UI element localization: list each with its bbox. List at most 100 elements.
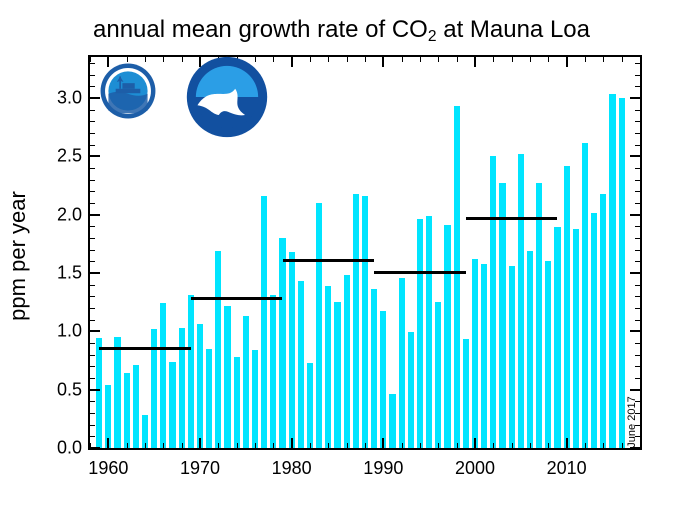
- axis-tick: [310, 57, 311, 62]
- bar: [554, 227, 560, 448]
- bar: [325, 286, 331, 448]
- bar: [426, 216, 432, 448]
- axis-tick: [635, 355, 640, 356]
- axis-tick: [90, 203, 95, 204]
- axis-tick: [90, 226, 95, 227]
- axis-tick: [530, 443, 531, 448]
- axis-tick: [402, 443, 403, 448]
- axis-tick: [420, 443, 421, 448]
- axis-tick: [90, 285, 95, 286]
- bar: [188, 295, 194, 448]
- bar: [435, 302, 441, 448]
- bar: [499, 183, 505, 448]
- bar: [399, 278, 405, 448]
- decade-mean-line: [99, 347, 191, 350]
- axis-tick: [635, 133, 640, 134]
- y-tick-label: 1.5: [57, 262, 82, 283]
- axis-tick: [402, 57, 403, 62]
- axis-tick: [635, 180, 640, 181]
- bar: [224, 306, 230, 448]
- axis-tick: [90, 378, 95, 379]
- axis-tick: [548, 57, 549, 62]
- bar: [371, 289, 377, 448]
- axis-tick: [640, 443, 641, 448]
- axis-tick: [291, 57, 293, 67]
- decade-mean-line: [191, 297, 283, 300]
- bar: [417, 219, 423, 448]
- axis-tick: [90, 168, 95, 169]
- axis-tick: [493, 443, 494, 448]
- axis-tick: [630, 155, 640, 157]
- axis-tick: [438, 57, 439, 62]
- axis-tick: [90, 250, 95, 251]
- axis-tick: [622, 57, 623, 62]
- chart-title: annual mean growth rate of CO2 at Mauna …: [0, 16, 683, 44]
- axis-tick: [530, 57, 531, 62]
- bar: [509, 266, 515, 448]
- x-tick-label: 1960: [88, 458, 128, 479]
- axis-tick: [90, 121, 95, 122]
- axis-tick: [90, 180, 95, 181]
- axis-tick: [635, 168, 640, 169]
- axis-tick: [90, 155, 100, 157]
- axis-tick: [635, 86, 640, 87]
- bar: [215, 251, 221, 448]
- axis-tick: [90, 355, 95, 356]
- bar: [619, 98, 625, 448]
- axis-tick: [630, 97, 640, 99]
- bar: [169, 362, 175, 448]
- axis-tick: [107, 438, 109, 448]
- bar: [197, 324, 203, 448]
- bar: [179, 328, 185, 448]
- axis-tick: [420, 57, 421, 62]
- x-tick-label: 1970: [180, 458, 220, 479]
- axis-tick: [630, 214, 640, 216]
- bar: [490, 156, 496, 448]
- axis-tick: [199, 438, 201, 448]
- axis-tick: [630, 272, 640, 274]
- bar: [334, 302, 340, 448]
- bar: [380, 311, 386, 448]
- axis-tick: [90, 97, 100, 99]
- axis-tick: [635, 366, 640, 367]
- decade-mean-line: [374, 271, 466, 274]
- axis-tick: [328, 443, 329, 448]
- axis-tick: [493, 57, 494, 62]
- axis-tick: [566, 57, 568, 67]
- x-tick-label: 2000: [455, 458, 495, 479]
- decade-mean-line: [466, 217, 558, 220]
- bar: [454, 106, 460, 448]
- axis-tick: [90, 320, 95, 321]
- axis-tick: [382, 438, 384, 448]
- noaa-logo: [186, 56, 268, 138]
- axis-tick: [90, 330, 100, 332]
- y-tick-label: 2.5: [57, 146, 82, 167]
- axis-tick: [630, 389, 640, 391]
- axis-tick: [635, 121, 640, 122]
- bar: [252, 350, 258, 448]
- axis-tick: [90, 401, 95, 402]
- bar: [527, 251, 533, 448]
- axis-tick: [382, 57, 384, 67]
- axis-tick: [90, 238, 95, 239]
- axis-tick: [635, 320, 640, 321]
- axis-tick: [548, 443, 549, 448]
- axis-tick: [90, 191, 95, 192]
- axis-tick: [566, 438, 568, 448]
- axis-tick: [635, 285, 640, 286]
- axis-tick: [585, 57, 586, 62]
- bar: [114, 337, 120, 448]
- axis-tick: [310, 443, 311, 448]
- axis-tick: [90, 425, 95, 426]
- axis-tick: [457, 443, 458, 448]
- x-tick-label: 1980: [272, 458, 312, 479]
- axis-tick: [635, 296, 640, 297]
- bar: [472, 259, 478, 448]
- axis-tick: [90, 110, 95, 111]
- axis-tick: [255, 443, 256, 448]
- y-tick-label: 1.0: [57, 321, 82, 342]
- axis-tick: [635, 203, 640, 204]
- x-tick-label: 1990: [363, 458, 403, 479]
- axis-tick: [90, 436, 95, 437]
- bar: [609, 94, 615, 448]
